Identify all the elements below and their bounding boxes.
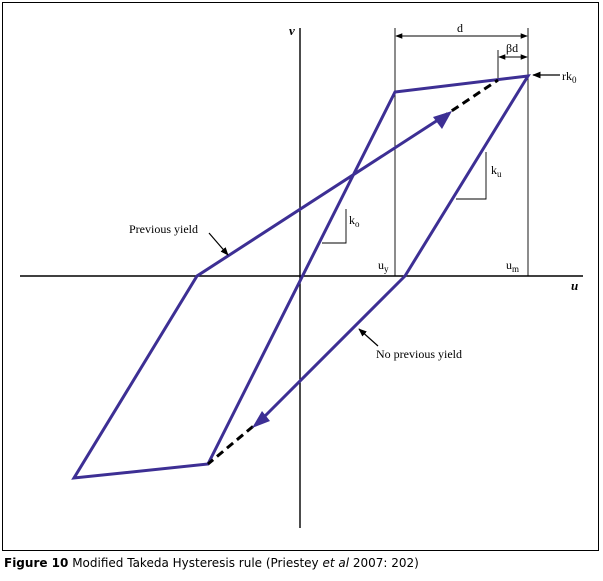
reload-arrowhead	[433, 111, 452, 129]
ko-label: ko	[349, 213, 360, 229]
figure-caption: Figure 10 Modified Takeda Hysteresis rul…	[4, 556, 419, 570]
ku-slope-triangle	[456, 152, 487, 200]
hysteresis-outer-loop	[71, 74, 531, 480]
caption-etal: et al	[322, 556, 350, 570]
previous-yield-pointer	[208, 232, 229, 256]
figure-number: Figure 10	[4, 556, 69, 570]
unloading-branch	[261, 274, 407, 420]
dashed-target-upper	[440, 78, 499, 120]
no-previous-yield-label: No previous yield	[376, 347, 462, 361]
ku-label: ku	[491, 163, 502, 179]
unload-arrowhead	[252, 411, 270, 428]
v-axis-label: v	[289, 23, 295, 38]
u-axis-label: u	[571, 278, 578, 293]
beta-d-label: βd	[506, 41, 518, 55]
no-previous-yield-pointer	[358, 328, 379, 347]
dashed-target-lower	[207, 416, 264, 466]
ko-slope-triangle	[322, 209, 347, 244]
rk0-label: rk0	[562, 69, 577, 85]
uy-label: uy	[378, 258, 389, 274]
hysteresis-diagram: v u d βd rk0 ku ko uy um Previous yield …	[20, 21, 583, 528]
um-label: um	[506, 258, 519, 274]
d-label: d	[457, 21, 463, 35]
caption-text-before: Modified Takeda Hysteresis rule (Prieste…	[68, 556, 323, 570]
caption-text-after: 2007: 202)	[349, 556, 419, 570]
previous-yield-label: Previous yield	[129, 222, 198, 236]
figure-frame	[2, 2, 599, 551]
